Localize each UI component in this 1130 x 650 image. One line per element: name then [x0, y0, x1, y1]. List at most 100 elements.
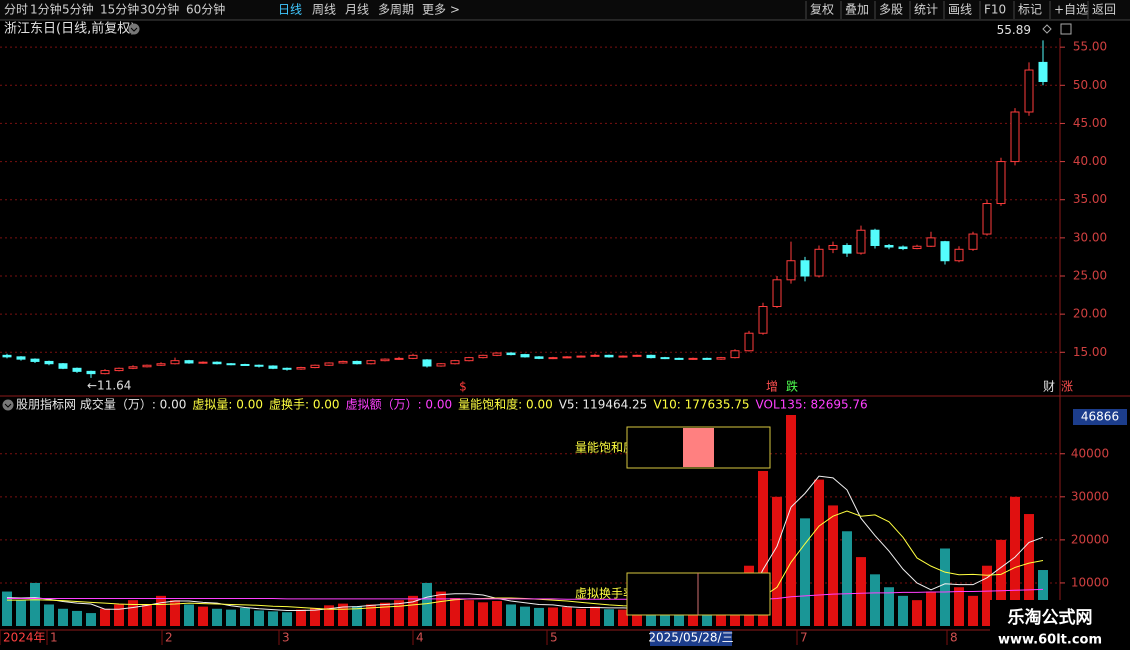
toolbar-item[interactable]: 周线	[312, 3, 336, 17]
y-tick-label: 35.00	[1073, 192, 1107, 206]
toolbar-item[interactable]: 月线	[345, 3, 369, 17]
candle-body	[100, 370, 110, 375]
candle-body	[590, 354, 600, 357]
volume-bar	[310, 607, 320, 626]
x-tick-label: 2	[165, 631, 173, 645]
event-marker[interactable]: 跌	[786, 379, 798, 394]
candle-body	[562, 356, 572, 359]
volume-bar	[408, 595, 418, 626]
candle-body	[1038, 61, 1048, 82]
diamond-icon[interactable]	[1042, 24, 1052, 34]
title-menu-chevron	[130, 27, 138, 32]
candle-body	[744, 332, 754, 352]
watermark-name: 乐淘公式网	[1008, 607, 1093, 628]
candle-body	[436, 363, 446, 367]
indicator-header: VOL135: 82695.76	[756, 398, 868, 412]
candle-body	[604, 354, 614, 358]
candle-body	[128, 366, 138, 369]
candle-body	[730, 350, 740, 359]
title-menu-icon[interactable]	[128, 23, 140, 35]
indicator-header: 股朋指标网 成交量（万）: 0.00	[16, 397, 186, 412]
volume-bar	[394, 600, 404, 626]
volume-bar	[674, 611, 684, 626]
overlay-cell	[683, 428, 714, 467]
x-tick-label: 1	[50, 631, 58, 645]
candle-body	[478, 354, 488, 359]
toolbar-button[interactable]: 返回	[1092, 3, 1116, 17]
toolbar-button[interactable]: 叠加	[845, 3, 869, 17]
cursor-date: 2025/05/28/三	[648, 631, 733, 645]
toolbar-button[interactable]: 统计	[914, 3, 938, 17]
toolbar-item[interactable]: 60分钟	[186, 2, 225, 17]
volume-bar	[1024, 514, 1034, 626]
candle-body	[842, 244, 852, 254]
volume-bar	[268, 611, 278, 626]
event-marker[interactable]: 增	[766, 380, 778, 394]
indicator-menu-icon[interactable]	[2, 399, 14, 411]
candle-body	[170, 360, 180, 365]
toolbar-button[interactable]: 复权	[810, 3, 834, 17]
event-marker[interactable]: 财	[1043, 380, 1055, 394]
volume-bar	[548, 607, 558, 626]
candle-body	[688, 357, 698, 360]
toolbar-button[interactable]: 标记	[1018, 3, 1042, 17]
indicator-header: V5: 119464.25	[559, 398, 648, 412]
window-icon[interactable]	[1060, 23, 1072, 35]
indicator-header: V10: 177635.75	[653, 398, 749, 412]
volume-bar	[870, 574, 880, 626]
candle-body	[870, 229, 880, 246]
event-marker[interactable]: 涨	[1061, 379, 1073, 394]
volume-bar	[1038, 570, 1048, 626]
candle-body	[86, 370, 96, 375]
toolbar-item[interactable]: 更多 >	[422, 3, 460, 17]
toolbar-button[interactable]: F10	[984, 3, 1006, 17]
candle-body	[114, 367, 124, 372]
indicator-header: 量能饱和度: 0.00	[458, 397, 553, 412]
volume-bar	[828, 505, 838, 626]
candle-body	[44, 360, 54, 365]
volume-bar	[562, 607, 572, 626]
toolbar-item[interactable]: 30分钟	[140, 2, 179, 17]
stock-title: 浙江东日(日线,前复权)	[4, 21, 135, 37]
toolbar-item[interactable]: 1分钟	[30, 2, 62, 17]
highlight-value: 46866	[1081, 410, 1119, 424]
toolbar-item[interactable]: 分时	[4, 3, 28, 17]
candle-body	[212, 361, 222, 365]
toolbar-item[interactable]: 日线	[278, 3, 302, 17]
indicator-menu-chevron	[4, 403, 12, 408]
toolbar-item[interactable]: 15分钟	[100, 2, 139, 17]
candle-body	[240, 363, 250, 366]
candle-body	[1024, 69, 1034, 113]
volume-bar	[296, 609, 306, 626]
volume-bar	[30, 582, 40, 626]
volume-bar	[702, 612, 712, 626]
volume-bar	[926, 591, 936, 626]
y-tick-label: 55.00	[1073, 40, 1107, 54]
toolbar-item[interactable]: 5分钟	[62, 2, 94, 17]
candle-body	[198, 361, 208, 364]
volume-bar	[604, 609, 614, 626]
toolbar-button[interactable]: 画线	[948, 3, 972, 17]
toolbar-button[interactable]: 多股	[879, 3, 903, 17]
candle-body	[310, 364, 320, 369]
volume-bar	[2, 591, 12, 626]
candle-body	[338, 360, 348, 364]
toolbar-item[interactable]: 多周期	[378, 3, 414, 17]
candle-body	[926, 237, 936, 247]
candle-body	[772, 279, 782, 308]
volume-bar	[338, 603, 348, 626]
volume-bar	[86, 613, 96, 626]
x-tick-label: 8	[950, 631, 958, 645]
volume-bar	[520, 606, 530, 626]
y-tick-label: 45.00	[1073, 116, 1107, 130]
candle-body	[954, 248, 964, 262]
volume-bar	[198, 606, 208, 626]
volume-bar	[912, 600, 922, 626]
x-tick-label: 5	[550, 631, 558, 645]
event-marker[interactable]: $	[459, 380, 467, 394]
candle-body	[366, 360, 376, 365]
candle-body	[2, 354, 12, 358]
candle-body	[72, 367, 82, 372]
toolbar	[0, 0, 1130, 20]
toolbar-button[interactable]: +自选	[1054, 3, 1088, 17]
